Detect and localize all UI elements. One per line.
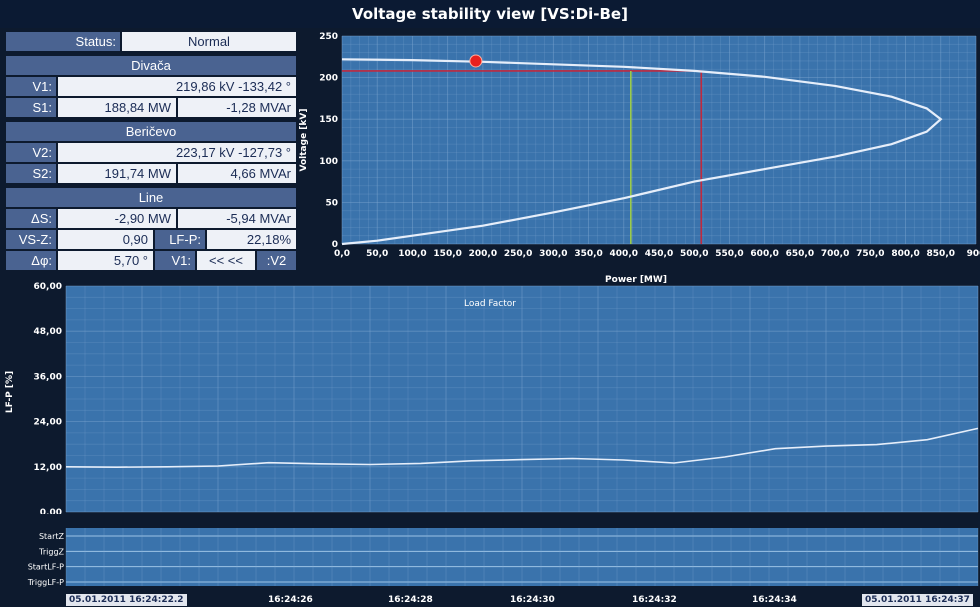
pv-x-tick: 600,0 <box>750 249 778 259</box>
signal-label: TriggZ <box>38 547 64 556</box>
lf-y-tick: 24,00 <box>34 418 62 428</box>
v2-label: V2: <box>6 143 56 162</box>
pv-y-axis-label: Voltage [kV] <box>299 109 309 172</box>
v1-row: V1: 219,86 kV -133,42 ° <box>6 77 296 96</box>
pv-x-tick: 50,0 <box>366 249 388 259</box>
status-label: Status: <box>6 32 120 51</box>
v2-value: 223,17 kV -127,73 ° <box>58 143 296 162</box>
delta-s-reactive: -5,94 MVAr <box>178 209 296 228</box>
bericevo-header: Beričevo <box>6 122 296 141</box>
pv-x-tick: 400,0 <box>610 249 638 259</box>
pv-x-tick: 900 <box>967 249 980 259</box>
pv-x-tick: 200,0 <box>469 249 497 259</box>
pv-x-tick: 750,0 <box>856 249 884 259</box>
time-tick: 16:24:28 <box>388 595 433 605</box>
status-value: Normal <box>122 32 296 51</box>
pv-y-tick: 250 <box>319 32 338 42</box>
time-tick: 16:24:30 <box>510 595 555 605</box>
signal-plot-area <box>66 528 978 586</box>
operating-point-marker <box>469 54 483 68</box>
v1-value: 219,86 kV -133,42 ° <box>58 77 296 96</box>
pv-y-tick: 200 <box>319 74 338 84</box>
pv-x-tick: 0,0 <box>334 249 350 259</box>
pv-curve-chart: 0,0 50,0 100,0 150,0 200,0 250,0 300,0 350,0 400… <box>299 32 980 284</box>
load-factor-chart: 0,00 12,00 24,00 36,00 48,00 60,00 Load Facto… <box>5 282 979 514</box>
pv-x-tick: 700,0 <box>821 249 849 259</box>
v2-direction-label: :V2 <box>257 251 296 270</box>
signal-label: StartLF-P <box>28 563 64 572</box>
bericevo-header-label: Beričevo <box>6 122 296 141</box>
pv-x-tick: 300,0 <box>539 249 567 259</box>
lfp-value: 22,18% <box>207 230 296 249</box>
time-tick: 16:24:32 <box>632 595 677 605</box>
signal-label: StartZ <box>39 532 65 541</box>
lf-trend-line <box>65 427 979 469</box>
divaca-header: Divača <box>6 56 296 75</box>
lf-y-tick: 12,00 <box>34 463 62 473</box>
vsz-row: VS-Z: 0,90 LF-P: 22,18% <box>6 230 296 249</box>
pv-x-tick: 650,0 <box>786 249 814 259</box>
lf-y-axis-label: LF-P [%] <box>5 371 15 413</box>
signal-label: TriggLF-P <box>27 578 64 587</box>
s1-active-power: 188,84 MW <box>58 98 176 117</box>
lf-y-tick: 36,00 <box>34 372 62 382</box>
pv-x-tick: 100,0 <box>398 249 426 259</box>
pv-x-axis-label: Power [MW] <box>605 275 667 284</box>
s2-active-power: 191,74 MW <box>58 164 176 183</box>
lf-chart-title: Load Factor <box>464 299 516 309</box>
vsz-label: VS-Z: <box>6 230 56 249</box>
delta-phi-row: Δφ: 5,70 ° V1: << << :V2 <box>6 251 296 270</box>
pv-x-tick: 250,0 <box>504 249 532 259</box>
pv-x-tick: 350,0 <box>574 249 602 259</box>
pv-curve-line <box>341 58 943 246</box>
time-axis: 05.01.2011 16:24:22.2 16:24:26 16:24:28 … <box>0 592 980 607</box>
s2-label: S2: <box>6 164 56 183</box>
pv-x-tick: 500,0 <box>680 249 708 259</box>
window-title: Voltage stability view [VS:Di-Be] <box>0 0 980 28</box>
pv-x-tick: 150,0 <box>433 249 461 259</box>
line-header-label: Line <box>6 188 296 207</box>
pv-x-tick: 550,0 <box>715 249 743 259</box>
pv-x-tick: 850,0 <box>927 249 955 259</box>
v1-label: V1: <box>6 77 56 96</box>
pv-y-tick: 150 <box>319 115 338 125</box>
lf-y-tick: 0,00 <box>40 508 62 514</box>
pv-y-tick: 100 <box>319 157 338 167</box>
time-end: 05.01.2011 16:24:37 <box>862 594 973 606</box>
delta-phi-value: 5,70 ° <box>58 251 153 270</box>
lf-y-tick: 60,00 <box>34 282 62 292</box>
pv-y-tick: 50 <box>325 198 338 208</box>
lfp-label: LF-P: <box>155 230 205 249</box>
v2-row: V2: 223,17 kV -127,73 ° <box>6 143 296 162</box>
flow-direction-arrows: << << <box>197 251 255 270</box>
time-tick: 16:24:34 <box>752 595 797 605</box>
vsz-value: 0,90 <box>58 230 153 249</box>
pv-x-tick: 800,0 <box>891 249 919 259</box>
v1-direction-label: V1: <box>155 251 195 270</box>
delta-phi-label: Δφ: <box>6 251 56 270</box>
measurement-panel: Status: Normal Divača V1: 219,86 kV -133… <box>6 32 296 276</box>
s1-label: S1: <box>6 98 56 117</box>
delta-s-active: -2,90 MW <box>58 209 176 228</box>
time-start: 05.01.2011 16:24:22.2 <box>66 594 187 606</box>
lf-y-tick: 48,00 <box>34 327 62 337</box>
s2-row: S2: 191,74 MW 4,66 MVAr <box>6 164 296 183</box>
s1-reactive-power: -1,28 MVAr <box>178 98 296 117</box>
line-header: Line <box>6 188 296 207</box>
time-tick: 16:24:26 <box>268 595 313 605</box>
s2-reactive-power: 4,66 MVAr <box>178 164 296 183</box>
divaca-header-label: Divača <box>6 56 296 75</box>
delta-s-label: ΔS: <box>6 209 56 228</box>
pv-x-tick: 450,0 <box>645 249 673 259</box>
pv-y-tick: 0 <box>332 240 338 250</box>
signal-strip: StartZ TriggZ StartLF-P TriggLF-P <box>27 528 979 587</box>
delta-s-row: ΔS: -2,90 MW -5,94 MVAr <box>6 209 296 228</box>
s1-row: S1: 188,84 MW -1,28 MVAr <box>6 98 296 117</box>
status-row: Status: Normal <box>6 32 296 51</box>
